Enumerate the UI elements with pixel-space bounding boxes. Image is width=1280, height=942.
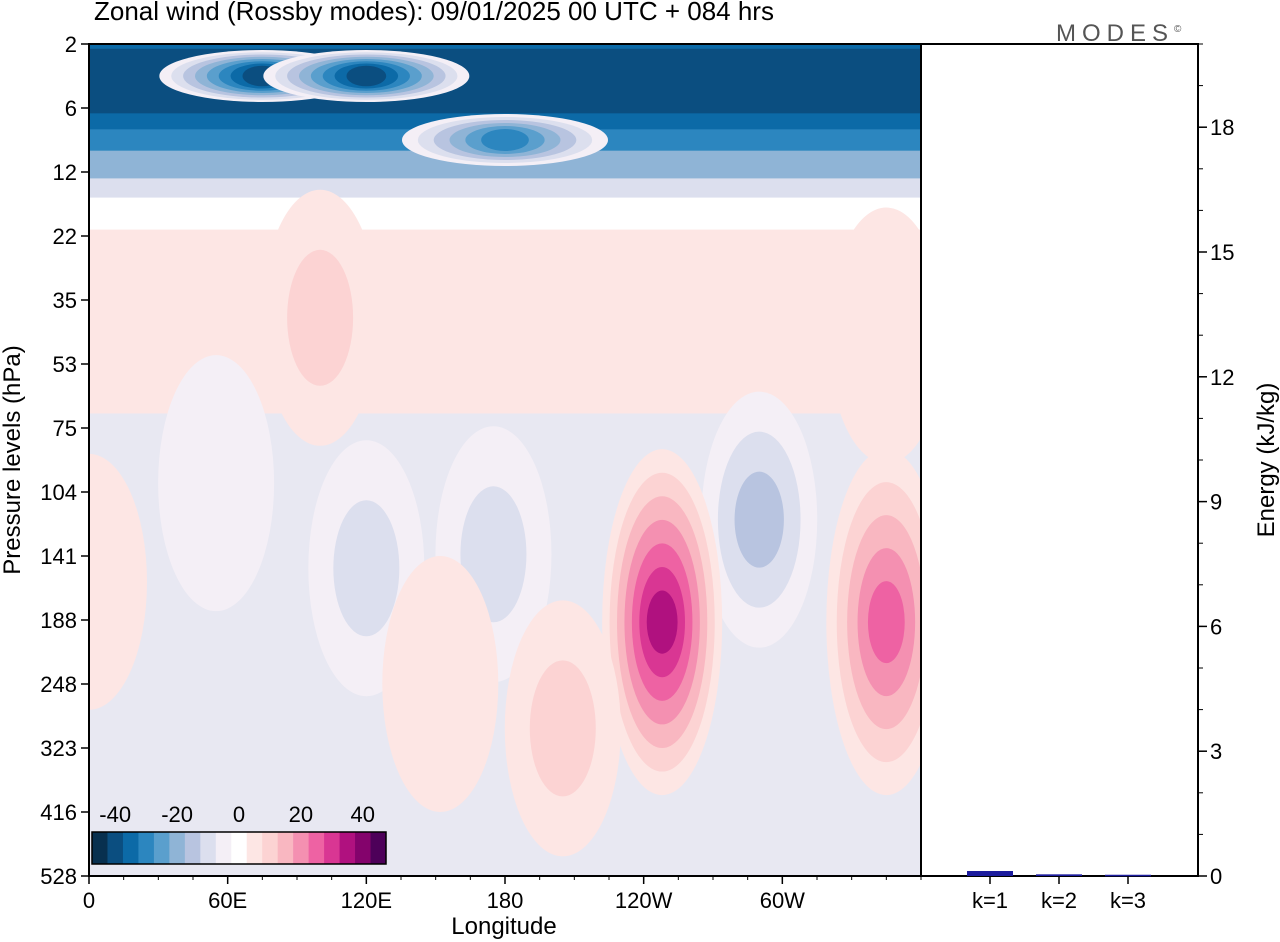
colorbar-swatch <box>122 832 139 864</box>
x-tick-label: 120E <box>341 888 392 913</box>
energy-tick-label: 12 <box>1210 365 1234 390</box>
chart-title: Zonal wind (Rossby modes): 09/01/2025 00… <box>94 0 774 26</box>
modes-logo: MODES© <box>1056 20 1181 48</box>
wind-contour <box>346 65 387 87</box>
colorbar-frame <box>91 831 387 865</box>
y-tick-label: 141 <box>40 544 77 569</box>
energy-bar <box>967 871 1013 876</box>
energy-axis-label: Energy (kJ/kg) <box>1253 383 1280 538</box>
colorbar-swatch <box>231 832 248 864</box>
colorbar-swatch <box>184 832 201 864</box>
wind-contour <box>867 581 905 664</box>
y-tick-label: 416 <box>40 800 77 825</box>
wind-contour <box>529 660 596 797</box>
energy-bar <box>1105 874 1151 877</box>
colorbar-label: -40 <box>99 802 131 827</box>
colorbar-swatch <box>262 832 279 864</box>
colorbar: -40 -20 0 20 40 <box>91 802 387 865</box>
wind-field <box>89 44 921 876</box>
colorbar-swatch <box>92 832 108 864</box>
x-tick-label: 60E <box>208 888 247 913</box>
x-tick-label: 60W <box>760 888 805 913</box>
y-axis: 2 6 12 22 35 53 75 104 141 188 248 323 416 528 <box>40 32 89 889</box>
colorbar-swatch <box>324 832 341 864</box>
energy-axis: 0 3 6 9 12 15 18 <box>1198 43 1234 889</box>
x-axis-label: Longitude <box>451 913 556 940</box>
logo-mark: © <box>1174 24 1182 35</box>
colorbar-label: 0 <box>233 802 245 827</box>
wind-contour <box>734 471 784 568</box>
colorbar-swatch <box>355 832 372 864</box>
y-tick-label: 188 <box>40 608 77 633</box>
y-axis-label: Pressure levels (hPa) <box>0 345 26 574</box>
y-tick-label: 248 <box>40 672 77 697</box>
colorbar-swatch <box>107 832 124 864</box>
wind-contour <box>481 129 529 151</box>
colorbar-swatch <box>277 832 294 864</box>
y-tick-label: 323 <box>40 736 77 761</box>
y-tick-label: 12 <box>53 160 77 185</box>
colorbar-swatch <box>246 832 263 864</box>
colorbar-swatch <box>308 832 325 864</box>
colorbar-label: -20 <box>161 802 193 827</box>
energy-category-label: k=2 <box>1041 888 1077 913</box>
y-tick-label: 2 <box>65 32 77 57</box>
colorbar-swatch <box>339 832 356 864</box>
y-tick-label: 6 <box>65 96 77 121</box>
y-tick-label: 53 <box>53 352 77 377</box>
energy-tick-label: 0 <box>1210 864 1222 889</box>
energy-tick-label: 6 <box>1210 614 1222 639</box>
colorbar-swatch <box>293 832 310 864</box>
energy-category-label: k=3 <box>1110 888 1146 913</box>
y-tick-label: 528 <box>40 864 77 889</box>
energy-tick-label: 15 <box>1210 240 1234 265</box>
colorbar-swatch <box>200 832 217 864</box>
energy-tick-label: 18 <box>1210 115 1234 140</box>
y-tick-label: 104 <box>40 480 77 505</box>
y-tick-label: 22 <box>53 224 77 249</box>
wind-contour <box>333 500 400 637</box>
logo-text: MODES <box>1056 20 1175 47</box>
colorbar-swatch <box>215 832 232 864</box>
x-tick-label: 180 <box>487 888 524 913</box>
energy-panel: 0 3 6 9 12 15 18 k=1 k=2 k=3 Energy (kJ/kg) <box>920 43 1280 913</box>
energy-bar <box>1036 874 1082 876</box>
energy-frame <box>920 43 1199 877</box>
colorbar-label: 40 <box>351 802 375 827</box>
colorbar-swatch <box>138 832 155 864</box>
wind-contour <box>382 556 499 812</box>
wind-contour <box>158 355 275 612</box>
x-tick-label: 0 <box>83 888 95 913</box>
y-tick-label: 35 <box>53 288 77 313</box>
colorbar-label: 20 <box>289 802 313 827</box>
colorbar-swatch <box>169 832 186 864</box>
wind-contour <box>287 249 354 386</box>
energy-tick-label: 9 <box>1210 490 1222 515</box>
y-tick-label: 75 <box>53 416 77 441</box>
energy-bars: k=1 k=2 k=3 <box>967 871 1151 913</box>
wind-contour <box>89 453 147 710</box>
x-axis: 0 60E 120E 180 120W 60W <box>83 876 922 913</box>
energy-tick-label: 3 <box>1210 739 1222 764</box>
colorbar-swatch <box>370 832 387 864</box>
x-tick-label: 120W <box>615 888 673 913</box>
wind-contour <box>646 590 678 654</box>
colorbar-swatch <box>153 832 170 864</box>
wind-contour <box>828 207 921 464</box>
energy-category-label: k=1 <box>972 888 1008 913</box>
